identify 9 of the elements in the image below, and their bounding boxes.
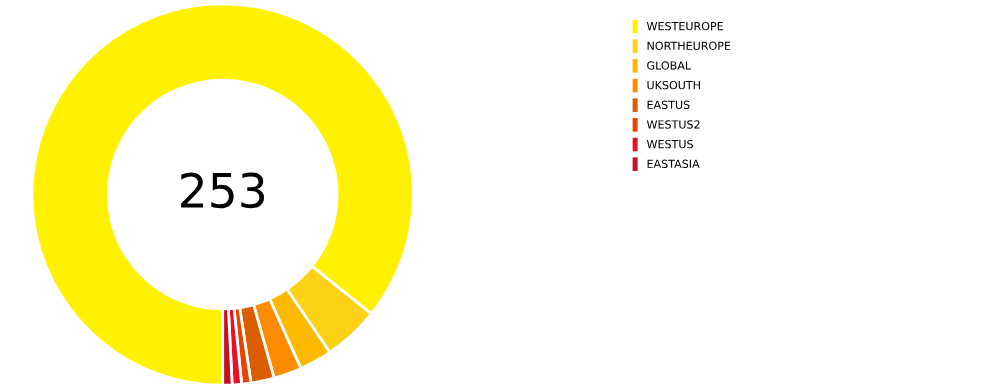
- legend-label: EASTUS: [647, 100, 690, 109]
- legend-label: NORTHEUROPE: [647, 41, 731, 50]
- legend-label: UKSOUTH: [647, 80, 700, 90]
- text: 253: [181, 172, 264, 209]
- legend-label: WESTEUROPE: [646, 21, 723, 31]
- legend-label: WESTUS2: [646, 120, 700, 129]
- legend-label: EASTASIA: [647, 159, 700, 168]
- legend-label: GLOBAL: [647, 61, 692, 70]
- legend-label: WESTUS: [646, 139, 693, 149]
